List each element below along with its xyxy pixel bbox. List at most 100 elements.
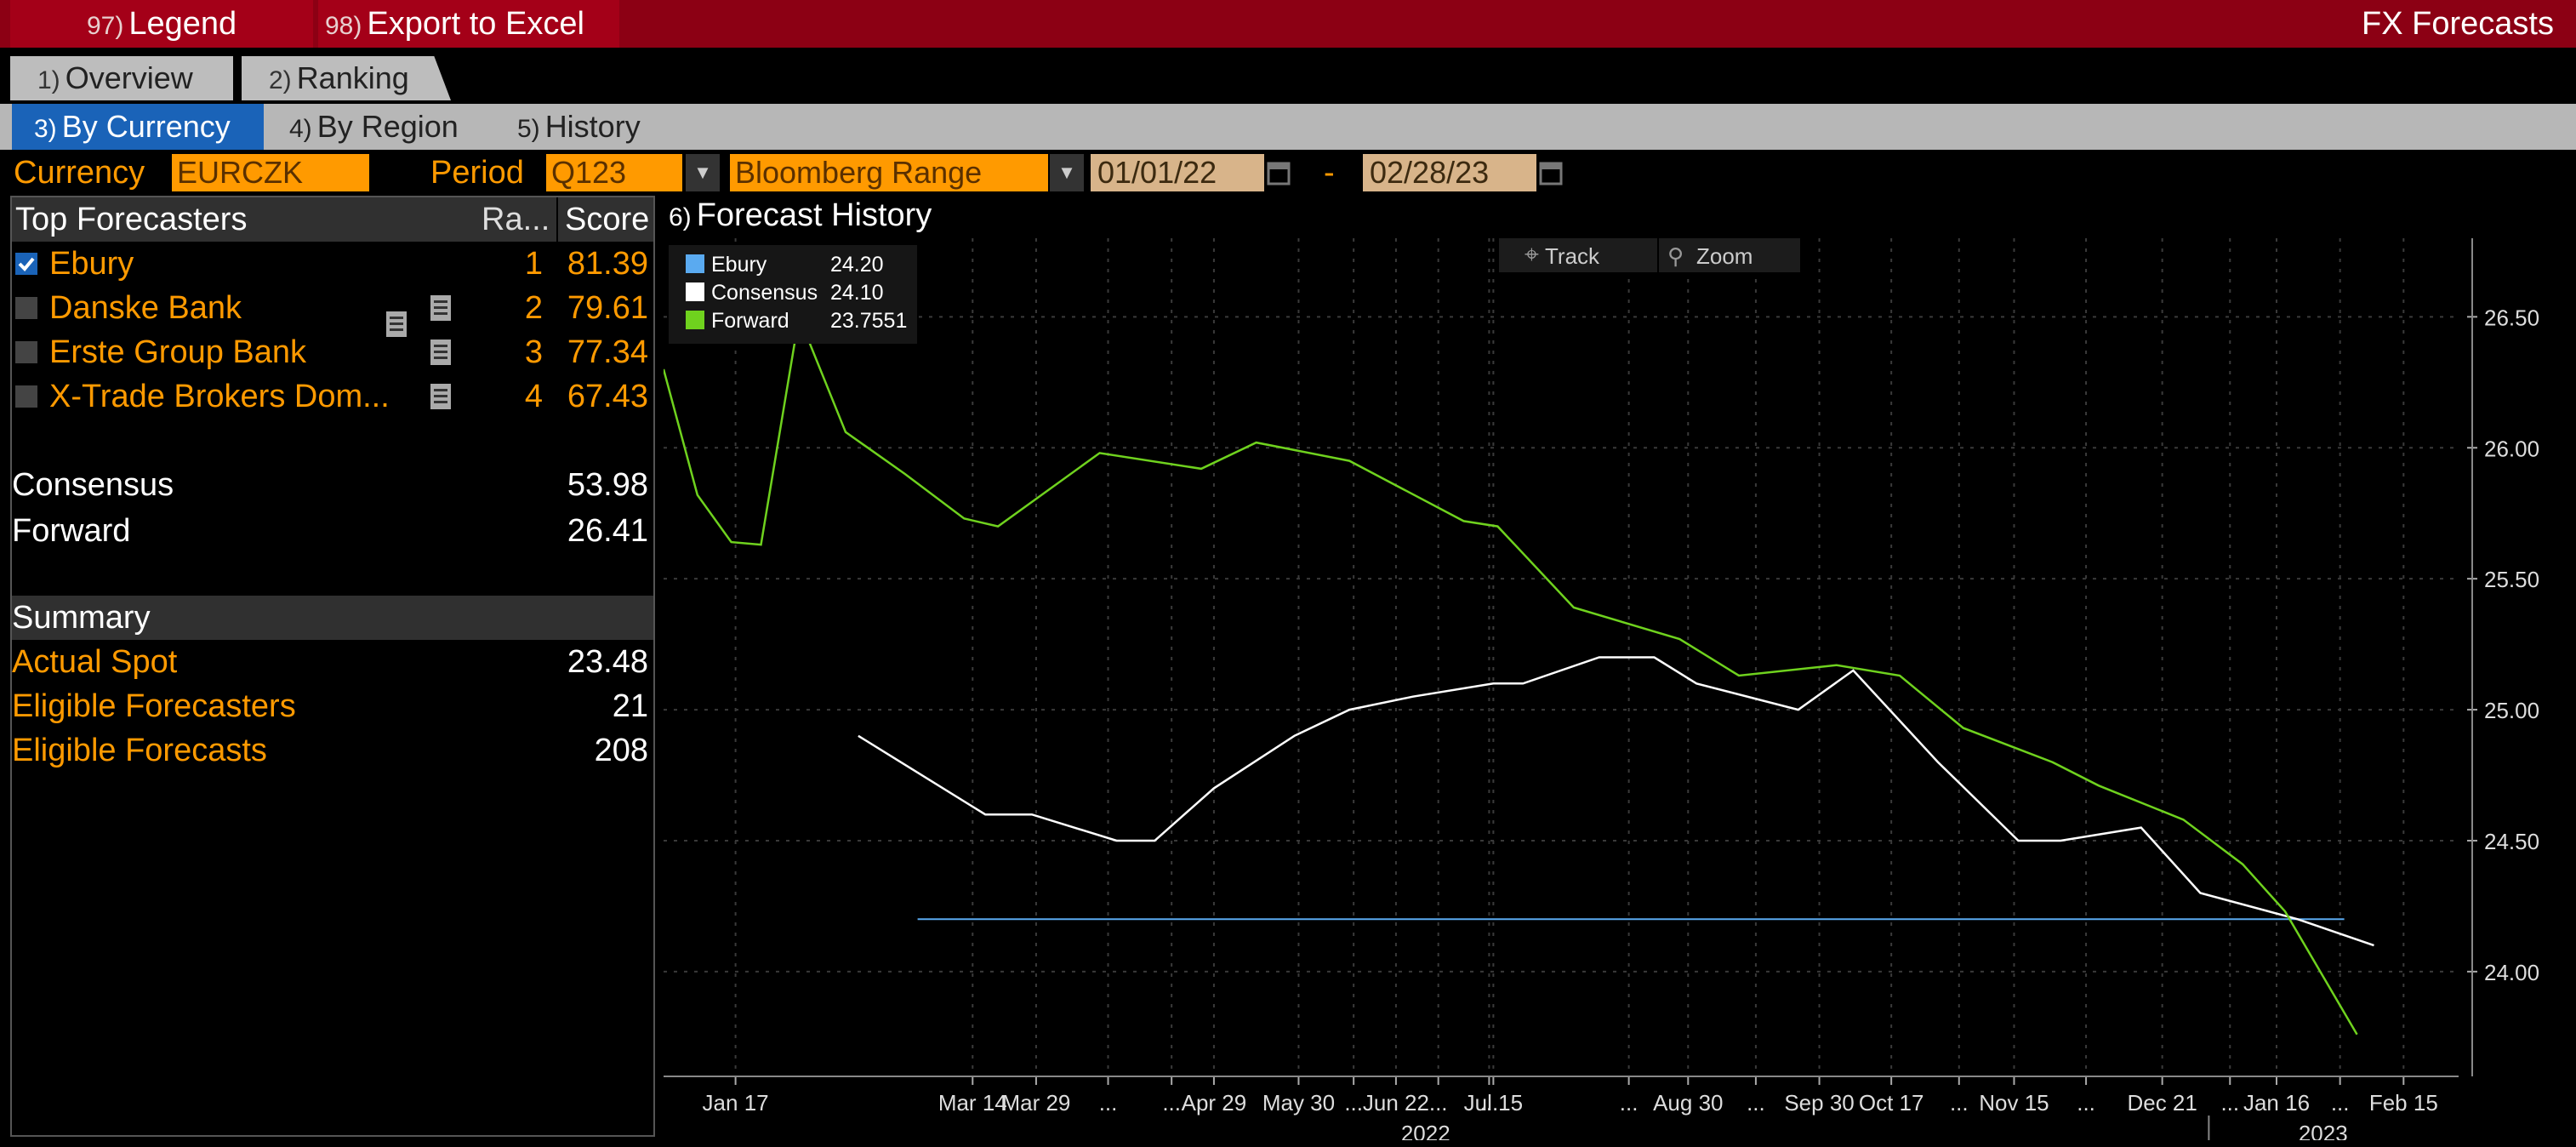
summary-label: Actual Spot [12,644,178,680]
main-tabs: 1) Overview 2) Ranking [0,56,2576,100]
tab-by-currency[interactable]: 3) By Currency [12,104,264,150]
forecaster-notes-icon[interactable] [429,294,453,322]
checkbox-unchecked-icon[interactable] [15,341,37,363]
chart-title-label: Forecast History [696,197,932,233]
forecaster-rank: 2 [524,290,543,326]
forward-label: Forward [12,513,131,549]
legend-button-label: Legend [128,6,237,42]
checkbox-unchecked-icon[interactable] [15,297,37,319]
tab-ranking-number: 2) [269,66,292,94]
x-year-label: 2023 [2299,1121,2348,1140]
period-input[interactable]: Q123 [546,154,682,191]
top-toolbar: 97) Legend 98) Export to Excel FX Forecast… [0,0,2576,48]
date-separator: - [1324,155,1335,191]
range-dropdown-arrow-icon[interactable]: ▼ [1050,154,1084,191]
range-select[interactable]: Bloomberg Range [730,154,1048,191]
export-button-number: 98) [325,12,362,40]
tab-overview[interactable]: 1) Overview [10,56,233,100]
zoom-button[interactable]: ⚲ Zoom [1659,238,1800,272]
x-axis: Jan 17 Mar 14 ...Mar 29... Apr 29 ...May 30.… [664,1076,2459,1140]
x-year-label: 2022 [1401,1121,1450,1140]
forecaster-name: Erste Group Bank [49,334,307,370]
y-tick-label: 24.00 [2484,960,2539,985]
summary-row: Eligible Forecasts 208 [12,728,653,773]
series-line-consensus[interactable] [858,656,2374,947]
summary-header-label: Summary [12,600,151,636]
x-tick-label: ... [1620,1090,1638,1116]
date-to-input[interactable]: 02/28/23 [1363,154,1536,191]
x-tick-label: Feb 15 [2369,1090,2438,1116]
magnifier-icon: ⚲ [1667,244,1684,270]
forecaster-row[interactable]: Erste Group Bank 3 77.34 [12,330,653,374]
x-tick-label: Jan 17 [703,1090,769,1116]
legend-button-number: 97) [87,12,124,40]
tab-ranking[interactable]: 2) Ranking [242,56,451,100]
y-axis: 26.50 26.00 25.50 25.00 24.50 24.00 [2467,238,2539,1076]
forecaster-row[interactable]: Danske Bank 2 79.61 [12,286,653,330]
series-line-forward[interactable] [664,312,2358,1036]
x-tick-label: ... [1344,1090,1363,1116]
date-to-calendar-icon[interactable] [1538,158,1564,187]
legend-series-name: Consensus [711,281,818,305]
x-tick-label: Aug 30 [1653,1090,1723,1116]
forward-row: Forward 26.41 [12,509,653,553]
forecaster-score: 79.61 [567,290,648,326]
chart-series [664,312,2374,1036]
date-from-input[interactable]: 01/01/22 [1091,154,1264,191]
currency-lookup-icon[interactable] [385,310,408,339]
forecaster-score: 67.43 [567,379,648,414]
x-tick-label: ... [2077,1090,2095,1116]
currency-input[interactable]: EURCZK [172,154,369,191]
forecaster-rank: 3 [524,334,543,370]
legend-series-name: Ebury [711,253,767,277]
header-top-forecasters: Top Forecasters [15,202,248,237]
x-tick-label: Dec 21 [2127,1090,2197,1116]
period-dropdown-arrow-icon[interactable]: ▼ [686,154,720,191]
legend-series-value: 24.20 [830,253,884,277]
tab-history-label: History [544,109,641,144]
forecaster-score: 81.39 [567,246,648,282]
forecaster-row[interactable]: Ebury 1 81.39 [12,242,653,286]
tab-by-region-number: 4) [289,115,312,143]
x-tick-label: ... [1480,1090,1499,1116]
date-from-calendar-icon[interactable] [1266,158,1291,187]
summary-value: 23.48 [567,644,648,680]
y-tick-label: 24.50 [2484,829,2539,854]
chart-title-number: 6) [669,203,692,231]
tab-by-region[interactable]: 4) By Region [289,104,485,150]
x-tick-label: Mar 14 [938,1090,1007,1116]
tab-history[interactable]: 5) History [517,104,687,150]
x-tick-label: ... [1429,1090,1448,1116]
forecaster-notes-icon[interactable] [429,382,453,411]
x-tick-label: ... [2331,1090,2350,1116]
forecaster-row[interactable]: X-Trade Brokers Dom... 4 67.43 [12,374,653,419]
x-tick-label: ... [2220,1090,2239,1116]
checkbox-unchecked-icon[interactable] [15,385,37,408]
tab-ranking-label: Ranking [296,60,409,95]
sub-tabs: 3) By Currency 4) By Region 5) History [0,104,2576,150]
legend-swatch [686,254,704,273]
tab-by-currency-label: By Currency [61,109,231,144]
consensus-label: Consensus [12,467,174,503]
chart-legend: Ebury 24.20 Consensus 24.10 Forward 23.7551 [669,245,917,344]
forecasters-panel: Top Forecasters Ra... Score Ebury 1 81.3… [10,196,655,1137]
checkbox-checked-icon[interactable] [15,253,37,275]
forecast-history-chart[interactable]: 26.50 26.00 25.50 25.00 24.50 24.00 Jan 17 Mar… [664,238,2566,1140]
forecaster-name: Danske Bank [49,290,242,326]
x-tick-label: Nov 15 [1979,1090,2049,1116]
consensus-value: 53.98 [567,467,648,503]
forecaster-score: 77.34 [567,334,648,370]
export-excel-button[interactable]: 98) Export to Excel [318,0,619,48]
track-button[interactable]: ⌖ Track [1499,238,1657,272]
chart-grid [664,238,2459,1076]
legend-swatch [686,311,704,329]
x-tick-label: Oct 17 [1859,1090,1924,1116]
x-tick-label: Sep 30 [1784,1090,1854,1116]
header-rank[interactable]: Ra... [482,202,550,237]
x-tick-label: May 30 [1262,1090,1335,1116]
page-title: FX Forecasts [2362,6,2554,42]
header-score[interactable]: Score [556,197,649,242]
forecaster-notes-icon[interactable] [429,338,453,367]
legend-button[interactable]: 97) Legend [10,0,313,48]
x-tick-label: Mar 29 [1001,1090,1070,1116]
